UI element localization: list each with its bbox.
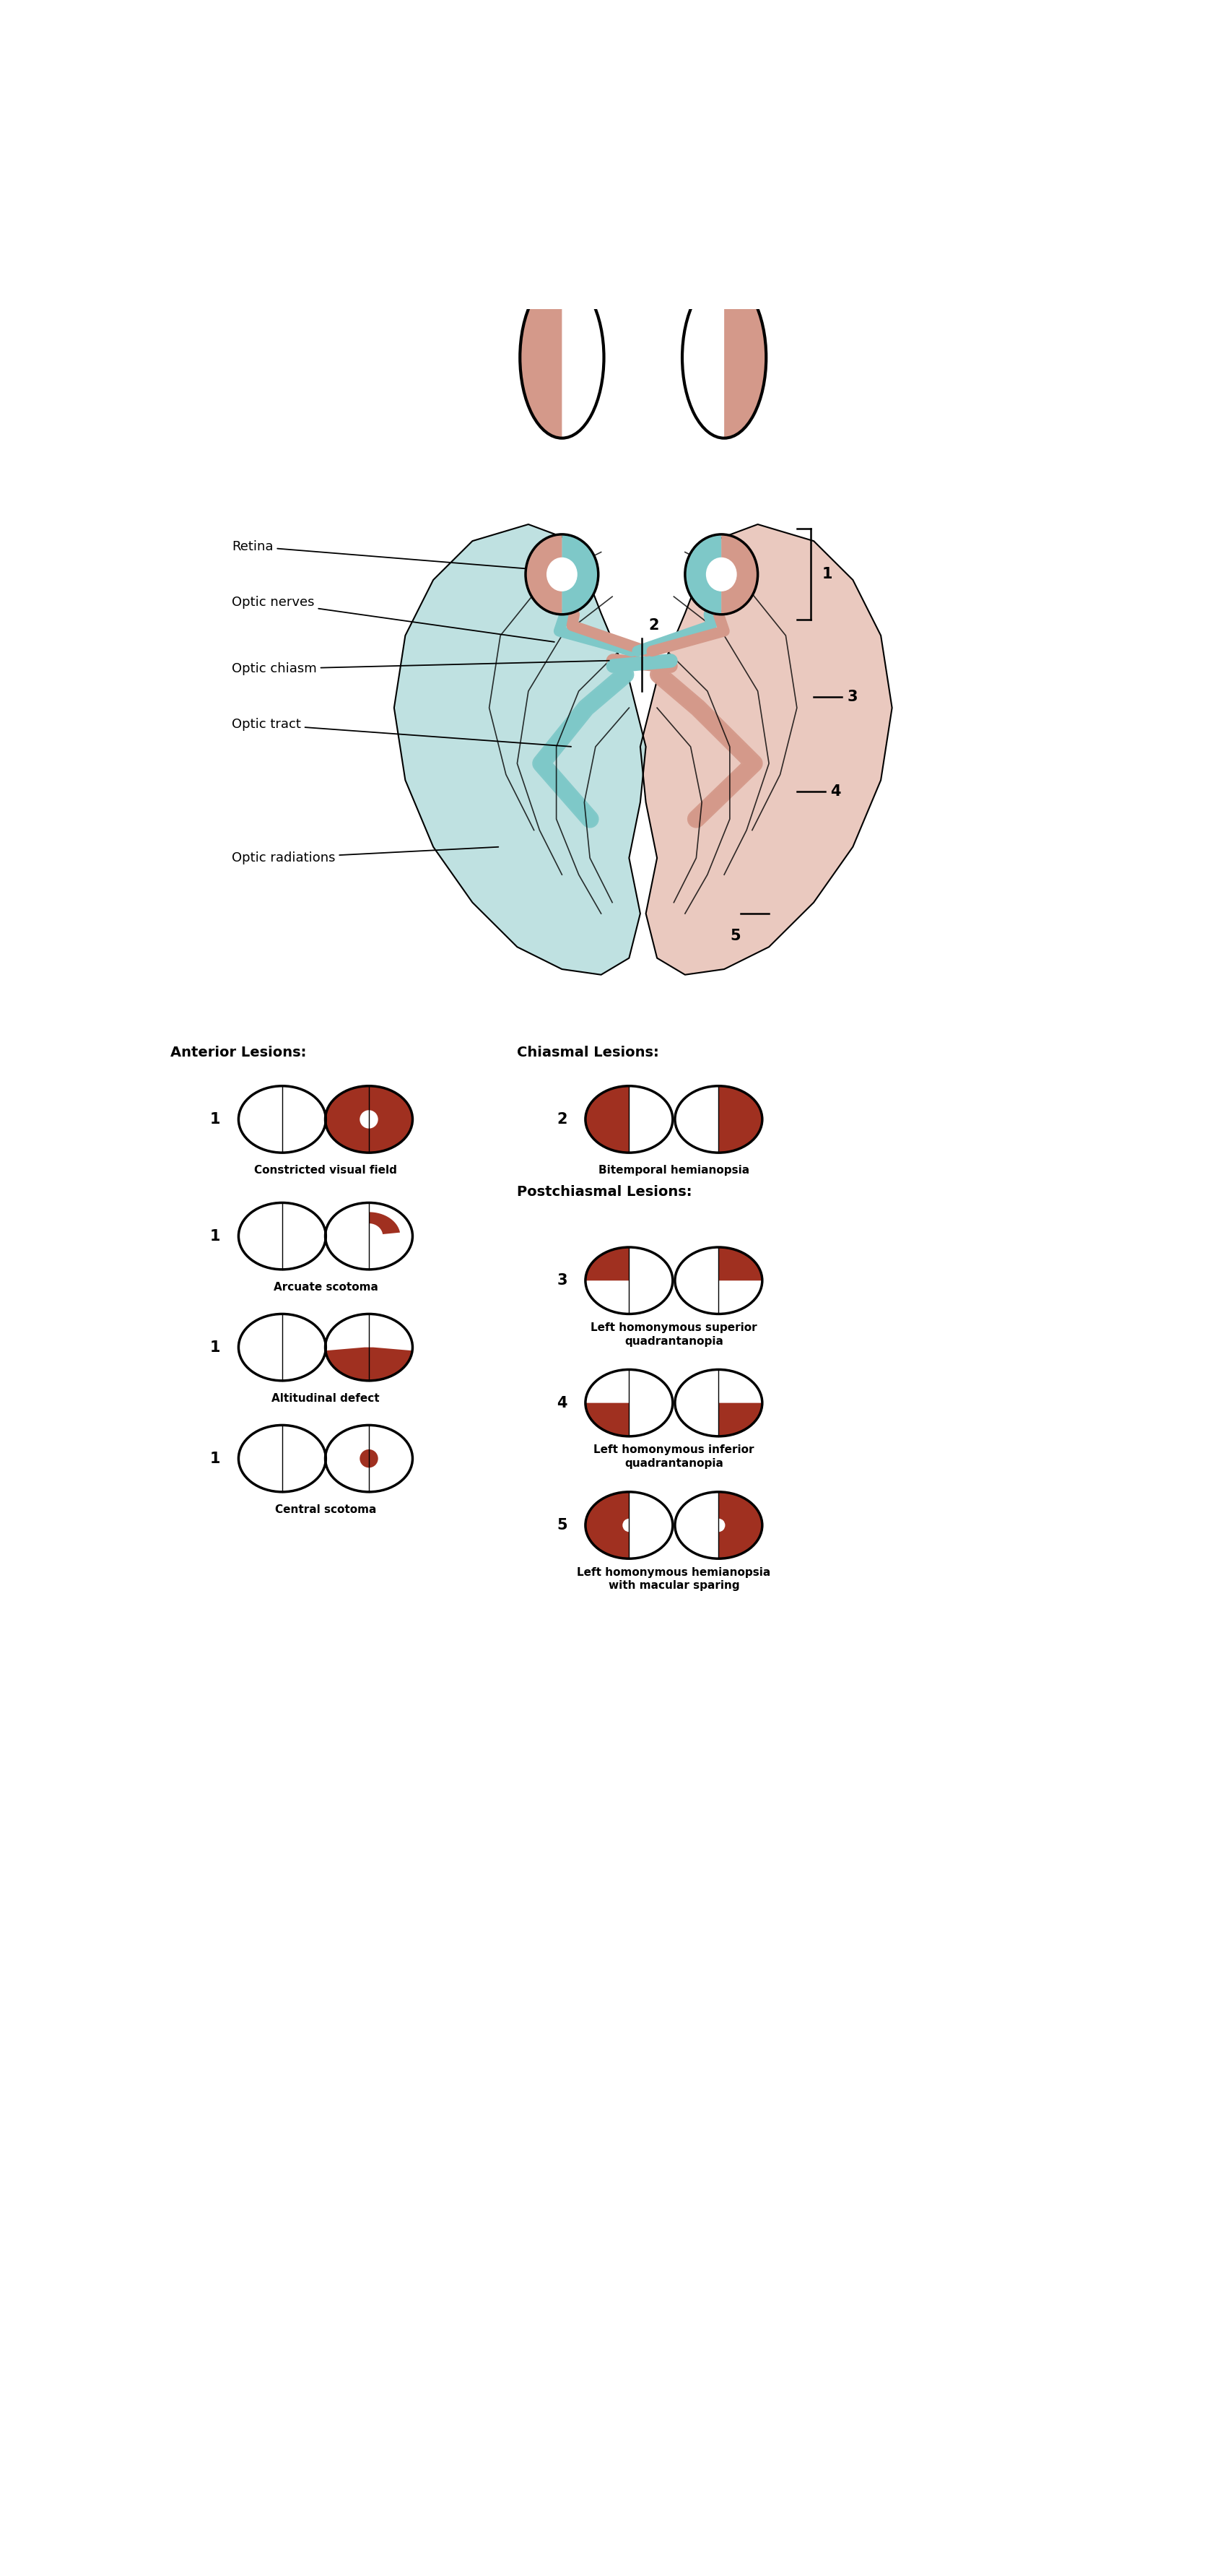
Polygon shape xyxy=(368,1213,400,1234)
Polygon shape xyxy=(685,533,721,616)
Ellipse shape xyxy=(546,556,577,592)
Ellipse shape xyxy=(675,1087,763,1151)
Text: Left homonymous superior
quadrantanopia: Left homonymous superior quadrantanopia xyxy=(591,1321,758,1347)
Ellipse shape xyxy=(238,1203,325,1270)
Text: Left homonymous hemianopsia
with macular sparing: Left homonymous hemianopsia with macular… xyxy=(577,1566,771,1592)
Ellipse shape xyxy=(238,1425,325,1492)
Text: Anterior Lesions:: Anterior Lesions: xyxy=(171,1046,306,1059)
Polygon shape xyxy=(586,1247,629,1280)
Text: 4: 4 xyxy=(830,783,841,799)
Text: 1: 1 xyxy=(210,1340,220,1355)
Text: 4: 4 xyxy=(556,1396,567,1409)
Ellipse shape xyxy=(586,1370,673,1437)
Ellipse shape xyxy=(238,1314,325,1381)
Text: 5: 5 xyxy=(729,927,740,943)
Polygon shape xyxy=(725,276,766,438)
Text: Constricted visual field: Constricted visual field xyxy=(254,1164,397,1175)
Polygon shape xyxy=(586,1404,629,1437)
Text: 1: 1 xyxy=(210,1113,220,1126)
Polygon shape xyxy=(718,1492,763,1558)
Ellipse shape xyxy=(325,1087,413,1151)
Ellipse shape xyxy=(325,1203,413,1270)
Text: 1: 1 xyxy=(822,567,833,582)
Text: Left homonymous inferior
quadrantanopia: Left homonymous inferior quadrantanopia xyxy=(593,1445,754,1468)
Polygon shape xyxy=(586,1087,629,1151)
Polygon shape xyxy=(721,533,758,616)
Text: 3: 3 xyxy=(847,690,857,703)
Ellipse shape xyxy=(712,1520,726,1533)
Polygon shape xyxy=(519,276,562,438)
Ellipse shape xyxy=(675,1492,763,1558)
Ellipse shape xyxy=(325,1425,413,1492)
Text: 2: 2 xyxy=(648,618,659,634)
Text: Optic radiations: Optic radiations xyxy=(232,848,499,866)
Polygon shape xyxy=(718,1087,763,1151)
Polygon shape xyxy=(586,1492,629,1558)
Text: Optic tract: Optic tract xyxy=(232,719,571,747)
Text: 1: 1 xyxy=(210,1450,220,1466)
Ellipse shape xyxy=(675,1370,763,1437)
Ellipse shape xyxy=(586,1247,673,1314)
Ellipse shape xyxy=(360,1110,378,1128)
Text: Central scotoma: Central scotoma xyxy=(275,1504,376,1515)
Polygon shape xyxy=(526,533,562,616)
Ellipse shape xyxy=(623,1520,636,1533)
Ellipse shape xyxy=(360,1450,378,1468)
Text: Chiasmal Lesions:: Chiasmal Lesions: xyxy=(517,1046,659,1059)
Text: Altitudinal defect: Altitudinal defect xyxy=(271,1394,379,1404)
Polygon shape xyxy=(718,1247,763,1280)
Polygon shape xyxy=(562,533,598,616)
Ellipse shape xyxy=(238,1087,325,1151)
Ellipse shape xyxy=(325,1314,413,1381)
Text: Postchiasmal Lesions:: Postchiasmal Lesions: xyxy=(517,1185,693,1198)
Polygon shape xyxy=(640,526,892,974)
Text: 1: 1 xyxy=(210,1229,220,1244)
Ellipse shape xyxy=(586,1492,673,1558)
Polygon shape xyxy=(718,1404,763,1437)
Text: 2: 2 xyxy=(556,1113,567,1126)
Ellipse shape xyxy=(586,1087,673,1151)
Text: 3: 3 xyxy=(556,1273,567,1288)
Text: Retina: Retina xyxy=(232,541,527,569)
Text: Optic nerves: Optic nerves xyxy=(232,595,554,641)
Text: Bitemporal hemianopsia: Bitemporal hemianopsia xyxy=(598,1164,749,1175)
Ellipse shape xyxy=(706,556,737,592)
Text: Arcuate scotoma: Arcuate scotoma xyxy=(274,1283,378,1293)
Polygon shape xyxy=(325,1347,413,1381)
Ellipse shape xyxy=(325,1087,413,1151)
Polygon shape xyxy=(394,526,646,974)
Text: 5: 5 xyxy=(556,1517,567,1533)
Text: Optic chiasm: Optic chiasm xyxy=(232,659,609,675)
Ellipse shape xyxy=(675,1247,763,1314)
